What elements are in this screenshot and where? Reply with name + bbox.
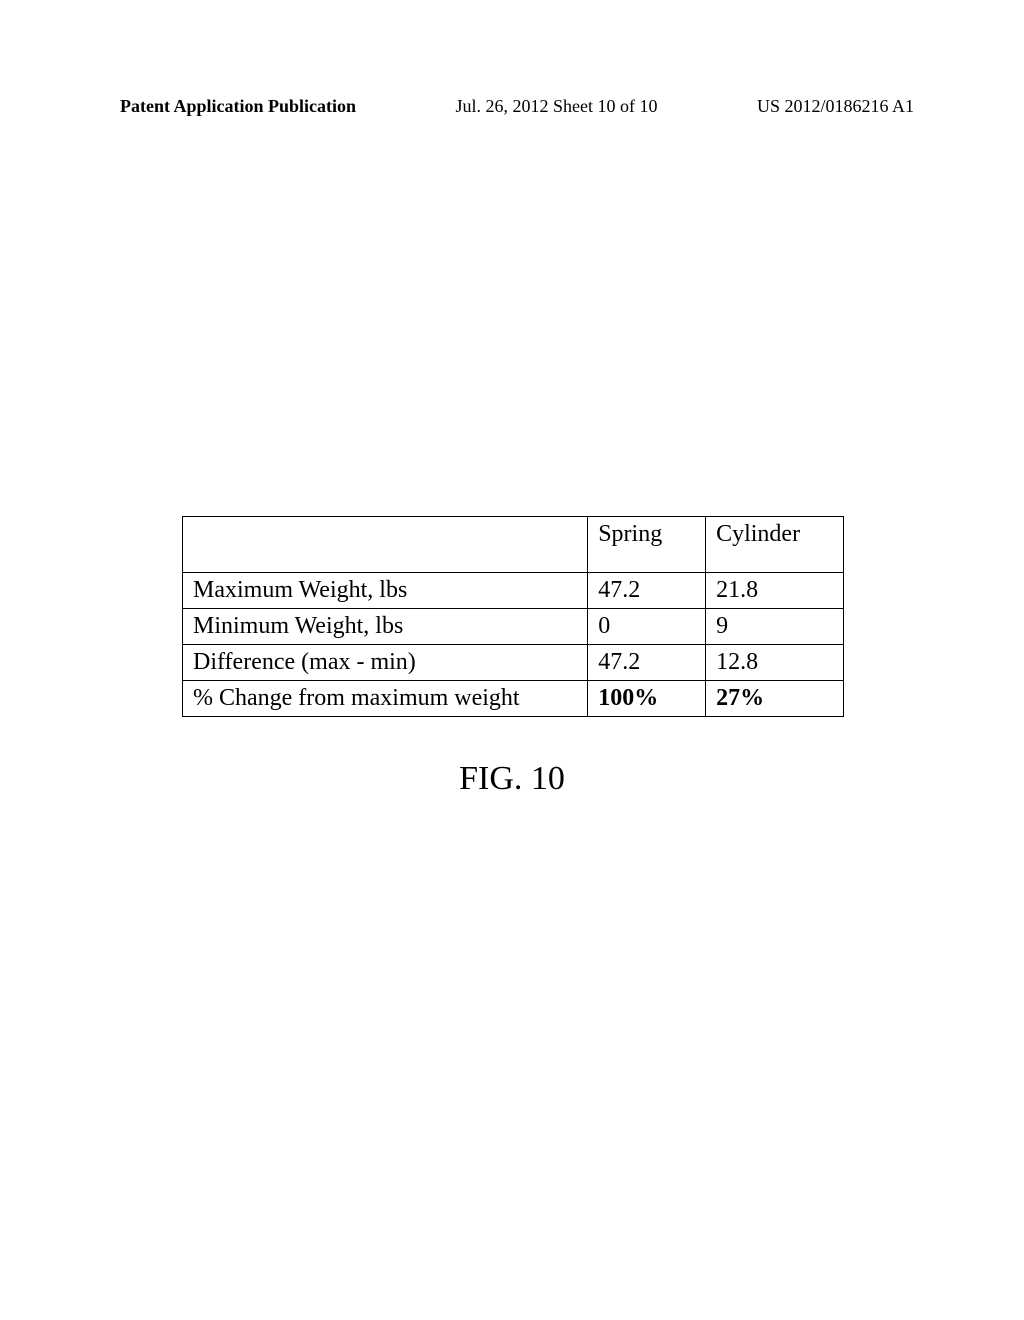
row-label: % Change from maximum weight	[183, 681, 588, 717]
row-spring-value: 47.2	[588, 573, 706, 609]
row-label: Minimum Weight, lbs	[183, 609, 588, 645]
row-cylinder-value: 21.8	[706, 573, 844, 609]
table-header-row: Spring Cylinder	[183, 517, 844, 573]
data-table-container: Spring Cylinder Maximum Weight, lbs 47.2…	[182, 516, 844, 717]
row-label: Maximum Weight, lbs	[183, 573, 588, 609]
table-row: Maximum Weight, lbs 47.2 21.8	[183, 573, 844, 609]
table-row: Minimum Weight, lbs 0 9	[183, 609, 844, 645]
header-publication-label: Patent Application Publication	[120, 96, 356, 117]
row-spring-value: 100%	[588, 681, 706, 717]
header-sheet-info: Jul. 26, 2012 Sheet 10 of 10	[456, 96, 658, 117]
page-header: Patent Application Publication Jul. 26, …	[0, 96, 1024, 117]
row-spring-value: 47.2	[588, 645, 706, 681]
row-cylinder-value: 9	[706, 609, 844, 645]
row-label: Difference (max - min)	[183, 645, 588, 681]
header-cell-blank	[183, 517, 588, 573]
table-row: Difference (max - min) 47.2 12.8	[183, 645, 844, 681]
header-cell-spring: Spring	[588, 517, 706, 573]
header-cell-cylinder: Cylinder	[706, 517, 844, 573]
figure-caption: FIG. 10	[0, 760, 1024, 798]
header-patent-number: US 2012/0186216 A1	[757, 96, 914, 117]
table-row: % Change from maximum weight 100% 27%	[183, 681, 844, 717]
row-cylinder-value: 12.8	[706, 645, 844, 681]
comparison-table: Spring Cylinder Maximum Weight, lbs 47.2…	[182, 516, 844, 717]
row-spring-value: 0	[588, 609, 706, 645]
row-cylinder-value: 27%	[706, 681, 844, 717]
